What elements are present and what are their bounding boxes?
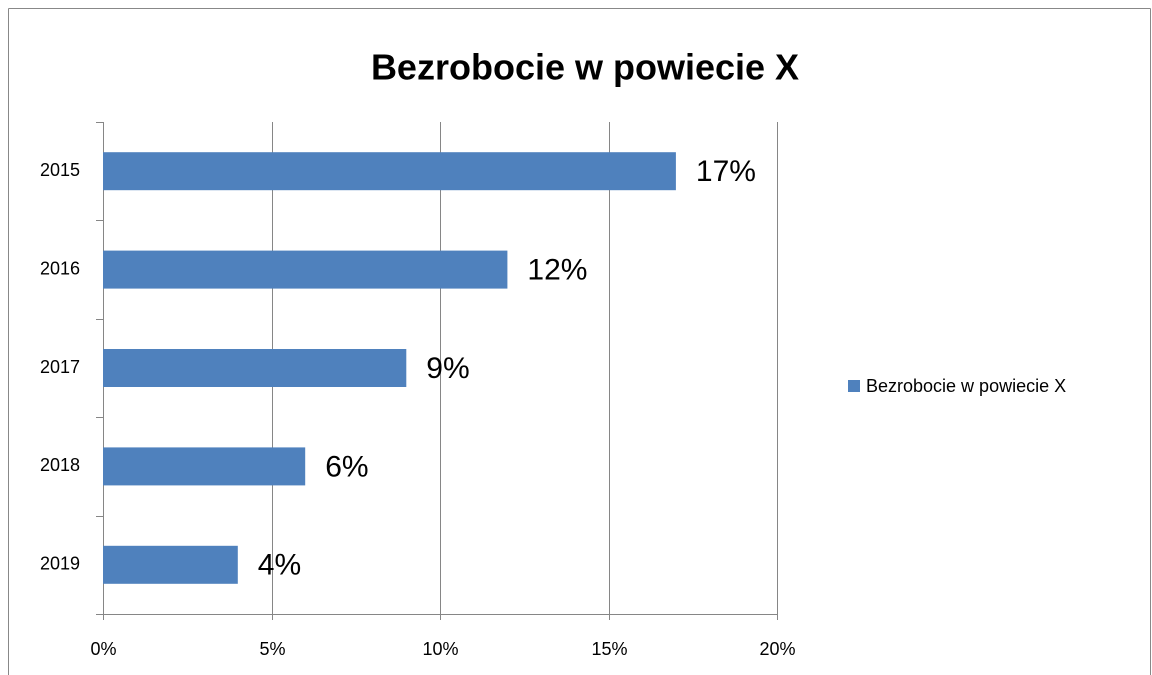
x-tick-label: 0% <box>90 639 116 659</box>
y-tick-label: 2017 <box>40 357 80 377</box>
chart-title: Bezrobocie w powiecie X <box>371 47 799 88</box>
y-tick-label: 2015 <box>40 160 80 180</box>
legend-swatch <box>848 380 860 392</box>
bar <box>103 250 508 289</box>
legend-label: Bezrobocie w powiecie X <box>866 376 1066 396</box>
bar <box>103 545 238 584</box>
x-tick-label: 20% <box>759 639 795 659</box>
value-label: 12% <box>527 254 587 287</box>
y-tick-label: 2016 <box>40 258 80 278</box>
y-tick-label: 2018 <box>40 455 80 475</box>
value-label: 17% <box>696 155 756 188</box>
value-label: 9% <box>426 352 469 385</box>
x-tick-label: 15% <box>591 639 627 659</box>
x-tick-label: 10% <box>422 639 458 659</box>
value-label: 6% <box>325 450 368 483</box>
bar <box>103 349 407 387</box>
y-tick-label: 2019 <box>40 554 80 574</box>
bar <box>103 152 676 191</box>
x-tick-label: 5% <box>259 639 285 659</box>
value-label: 4% <box>258 549 301 582</box>
bar <box>103 447 306 486</box>
